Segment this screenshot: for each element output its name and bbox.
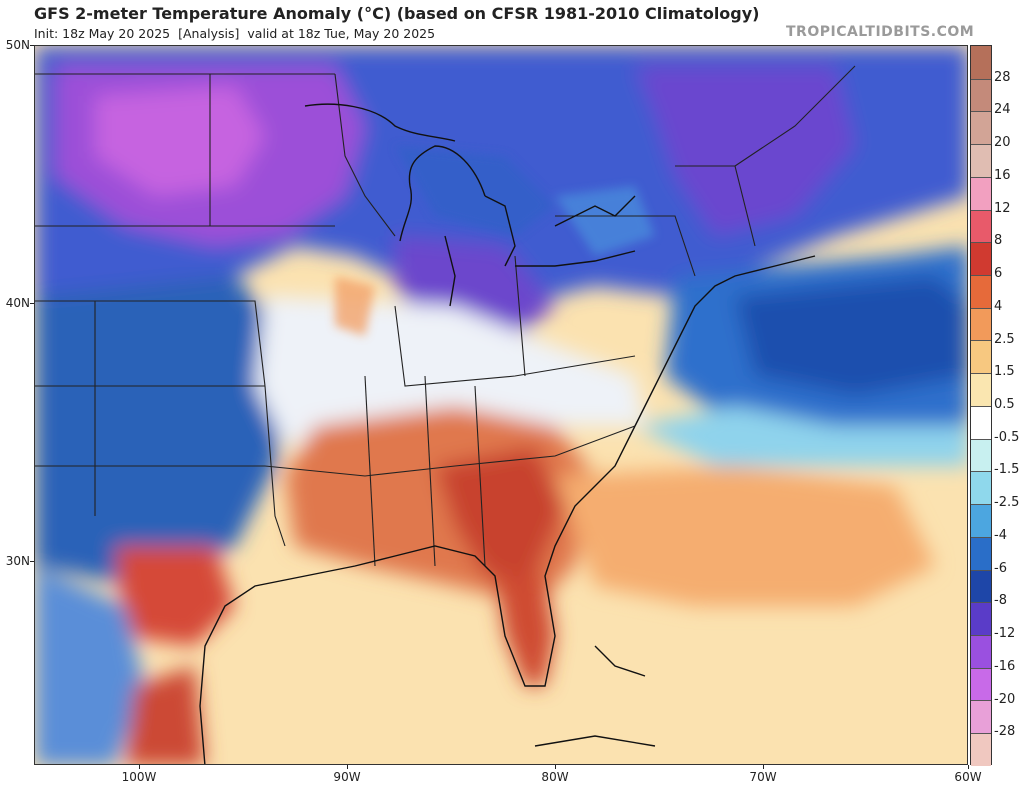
lon-tick [347,765,348,769]
color-scale-label: 28 [994,69,1011,85]
color-scale-swatch [971,209,991,243]
map-canvas [35,46,967,764]
lon-tick [968,765,969,769]
lat-label-50n: 50N [5,38,30,52]
color-scale-swatch [971,242,991,276]
color-scale-swatch [971,78,991,112]
color-scale-swatch [971,634,991,668]
color-scale-label: 4 [994,298,1003,314]
color-scale-swatch [971,405,991,439]
color-scale-label: -20 [994,691,1016,707]
color-scale-label: 12 [994,200,1011,216]
lon-label-70w: 70W [749,770,777,784]
state-boundaries [35,65,856,567]
lon-label-60w: 60W [954,770,982,784]
lat-label-30n: 30N [5,554,30,568]
color-scale-swatch [971,438,991,472]
coastlines [199,103,816,764]
color-scale-label: -12 [994,626,1016,642]
lon-label-90w: 90W [333,770,361,784]
lat-tick [30,303,34,304]
chart-title: GFS 2-meter Temperature Anomaly (°C) (ba… [34,4,760,23]
lat-tick [30,561,34,562]
color-scale-swatch [971,504,991,537]
color-scale-label: 20 [994,135,1011,151]
lon-tick [763,765,764,769]
color-scale-label: 16 [994,167,1011,183]
color-scale-swatch [971,569,991,603]
run-info: Init: 18z May 20 2025 [Analysis] valid at … [34,26,435,41]
color-scale-swatch [971,176,991,210]
lon-label-100w: 100W [121,770,157,784]
valid-time: valid at 18z Tue, May 20 2025 [247,26,436,41]
color-scale-swatch [971,667,991,701]
color-scale-label: -0.5 [994,429,1020,445]
color-scale-label: 0.5 [994,397,1015,412]
color-scale-swatch [971,340,991,374]
lon-tick [139,765,140,769]
lat-tick [30,45,34,46]
color-scale-swatch [971,733,991,766]
color-scale-label: -1.5 [994,462,1020,478]
color-scale-label: 2.5 [994,331,1015,347]
color-scale-bar [970,45,992,766]
color-scale-swatch [971,111,991,145]
color-scale-swatch [971,536,991,570]
color-scale-swatch [971,471,991,505]
color-scale-swatch [971,46,991,79]
color-scale-label: -6 [994,560,1007,576]
brand-watermark: TROPICALTIDBITS.COM [786,24,975,40]
color-scale-swatch [971,144,991,177]
color-scale-label: 24 [994,102,1011,118]
color-scale-label: -8 [994,593,1007,609]
color-scale-label: 1.5 [994,364,1015,380]
color-scale-swatch [971,307,991,341]
init-time: Init: 18z May 20 2025 [34,26,171,41]
lat-label-40n: 40N [5,296,30,310]
lon-tick [555,765,556,769]
color-scale-swatch [971,373,991,406]
color-scale-swatch [971,602,991,635]
color-scale-swatch [971,275,991,308]
color-scale-label: -4 [994,527,1007,543]
color-scale-label: 6 [994,266,1003,282]
analysis-tag: [Analysis] [178,26,240,41]
color-scale-label: -16 [994,658,1016,674]
anomaly-map[interactable] [34,45,968,765]
color-scale-swatch [971,700,991,734]
lon-label-80w: 80W [541,770,569,784]
color-scale-label: -2.5 [994,495,1020,511]
color-scale-label: 8 [994,233,1003,249]
color-scale-label: -28 [994,724,1016,740]
